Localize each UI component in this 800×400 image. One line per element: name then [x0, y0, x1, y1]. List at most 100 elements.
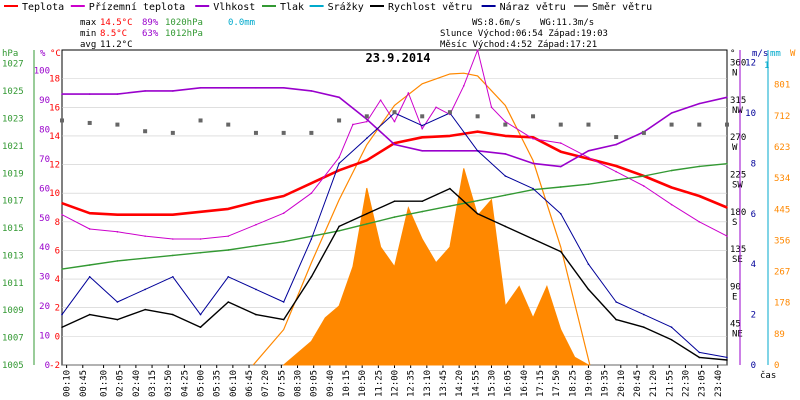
- series-point-3: [476, 199, 479, 202]
- series-point-2: [338, 96, 340, 99]
- dir-compass-tick: SW: [732, 180, 743, 190]
- time-tick-label: 23:05: [698, 370, 708, 397]
- series-point-1: [88, 228, 91, 230]
- ms-tick: 8: [751, 159, 756, 169]
- series-point-1: [407, 92, 410, 94]
- time-tick-label: 07:20: [261, 370, 271, 397]
- time-tick-label: 02:40: [132, 370, 142, 397]
- series-point-1: [338, 156, 340, 159]
- pct-tick: 30: [39, 273, 50, 283]
- series-point-2: [393, 143, 396, 146]
- series-point-3: [282, 240, 285, 243]
- time-tick-label: 13:45: [439, 370, 449, 397]
- series-point-3: [726, 162, 728, 165]
- wind-direction-point: [281, 130, 286, 135]
- solar-radiation-area: [282, 168, 591, 366]
- series-point-5: [670, 326, 673, 329]
- dir-compass-tick: SE: [732, 255, 743, 265]
- series-point-4: [532, 238, 534, 240]
- time-tick-label: 10:15: [342, 370, 352, 397]
- series-point-0: [172, 213, 174, 216]
- series-line-2: [62, 87, 728, 168]
- series-point-0: [476, 130, 479, 133]
- time-tick-label: 14:20: [455, 370, 465, 397]
- series-point-1: [352, 123, 354, 126]
- series-point-4: [643, 326, 645, 329]
- series-point-5: [504, 175, 507, 177]
- dir-deg-tick: 135: [730, 245, 746, 255]
- max-hum: 89%: [142, 18, 159, 28]
- w-unit: W: [790, 49, 796, 59]
- c-tick: 16: [49, 103, 60, 113]
- ms-tick: 4: [751, 260, 756, 270]
- hpa-unit: hPa: [2, 49, 18, 59]
- avg-temp: 11.2°C: [100, 40, 133, 50]
- wind-direction-point: [170, 130, 175, 135]
- c-tick: 10: [49, 189, 60, 199]
- series-point-3: [255, 245, 257, 247]
- c-tick: -2: [49, 361, 60, 371]
- series-point-5: [587, 263, 590, 266]
- series-point-1: [643, 185, 645, 187]
- hpa-tick: 1023: [2, 114, 24, 124]
- series-point-4: [227, 301, 230, 303]
- series-point-5: [476, 150, 479, 152]
- series-point-2: [587, 150, 590, 152]
- series-point-1: [144, 235, 146, 237]
- ms-tick: 12: [745, 59, 756, 69]
- time-tick-label: 15:30: [487, 370, 497, 397]
- series-point-5: [282, 301, 285, 303]
- time-tick-label: 20:10: [617, 370, 627, 397]
- series-point-5: [144, 288, 146, 291]
- avg-label: avg: [80, 40, 96, 50]
- w-tick: 445: [774, 205, 790, 215]
- wind-speed-stat: WS:8.6m/s: [472, 18, 521, 28]
- ms-unit: m/s: [752, 49, 768, 59]
- wind-direction-point: [531, 114, 536, 119]
- series-point-3: [365, 223, 368, 225]
- stats-panel: max 14.5°C 89% 1020hPa 0.0mm min 8.5°C 6…: [80, 18, 608, 50]
- series-point-4: [476, 213, 479, 215]
- time-tick-label: 08:30: [294, 370, 304, 397]
- series-point-2: [199, 87, 202, 89]
- series-point-4: [587, 288, 590, 291]
- time-tick-label: 19:00: [584, 370, 594, 397]
- legend-label-5: Rychlost větru: [388, 1, 472, 13]
- sun-stat: Slunce Východ:06:54 Západ:19:03: [440, 29, 608, 39]
- series-point-2: [449, 150, 451, 152]
- time-tick-label: 23:40: [714, 370, 724, 397]
- series-point-1: [282, 212, 285, 215]
- c-tick: 6: [55, 246, 60, 256]
- series-point-4: [698, 356, 701, 359]
- series-point-1: [504, 120, 507, 123]
- time-tick-label: 00:10: [63, 370, 73, 397]
- series-point-5: [61, 313, 63, 316]
- dir-deg-tick: 270: [730, 133, 746, 143]
- legend-label-7: Směr větru: [592, 1, 652, 13]
- dir-deg-tick: 180: [730, 208, 746, 218]
- mm-tick: 1: [764, 61, 769, 71]
- series-point-2: [172, 90, 174, 92]
- series-point-0: [504, 135, 507, 137]
- wind-direction-point: [447, 110, 452, 115]
- w-tick: 267: [774, 268, 790, 278]
- time-tick-label: 09:05: [310, 370, 320, 397]
- w-tick: 623: [774, 143, 790, 153]
- min-hum: 63%: [142, 29, 159, 39]
- wind-direction-point: [253, 130, 258, 135]
- series-point-3: [504, 194, 507, 196]
- series-point-4: [88, 313, 91, 316]
- series-point-2: [255, 87, 257, 89]
- wind-direction-point: [198, 118, 203, 123]
- series-point-1: [587, 156, 590, 159]
- series-point-1: [726, 235, 728, 237]
- series-point-3: [587, 183, 590, 186]
- plot-area: [60, 49, 729, 366]
- time-tick-label: 16:40: [520, 370, 530, 397]
- series-point-1: [255, 223, 257, 226]
- series-point-1: [532, 137, 534, 140]
- series-point-4: [504, 225, 507, 228]
- series-point-5: [172, 276, 174, 278]
- time-tick-label: 14:55: [471, 370, 481, 397]
